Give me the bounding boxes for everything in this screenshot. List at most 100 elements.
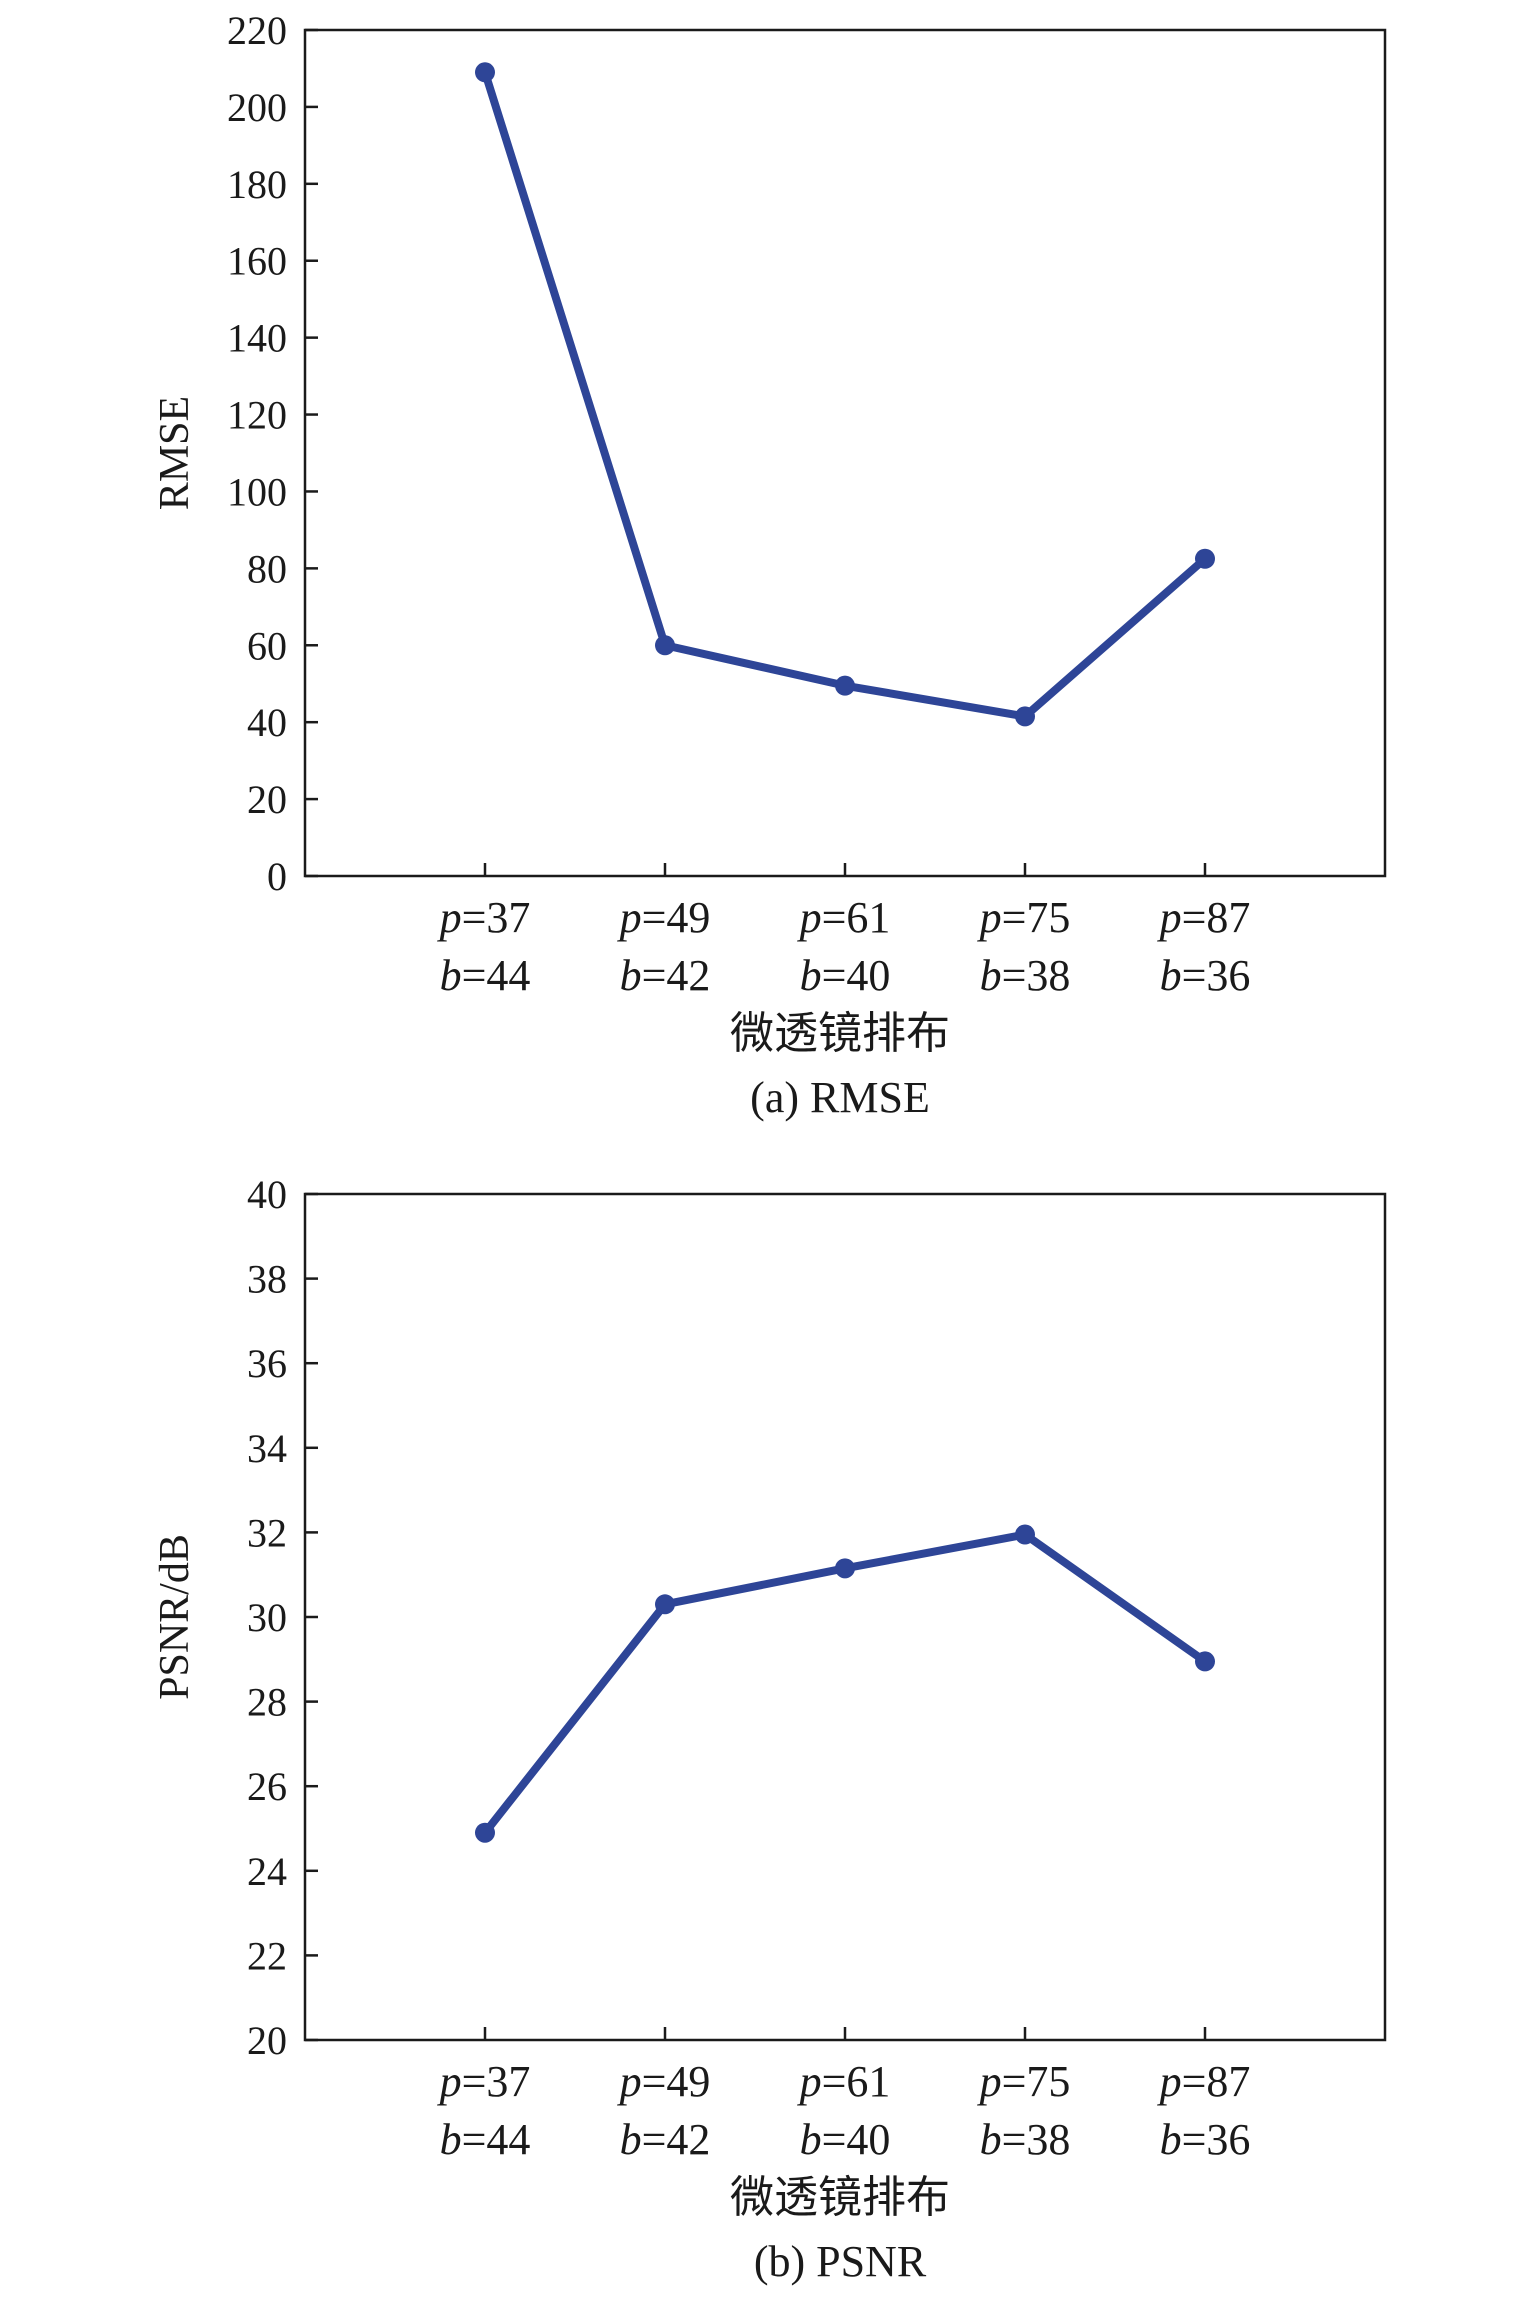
- y-axis-label: PSNR/dB: [152, 1534, 198, 1700]
- x-tick-label-p: p=75: [977, 893, 1071, 942]
- x-tick-label-b: b=44: [440, 951, 531, 1000]
- y-tick-label: 120: [227, 393, 287, 438]
- plot-frame: [303, 1192, 1387, 2042]
- y-tick-label: 100: [227, 469, 287, 514]
- p-value: =87: [1182, 2057, 1251, 2106]
- x-tick-label-b: b=40: [800, 2115, 891, 2164]
- b-value: =40: [822, 2115, 891, 2164]
- b-symbol: b: [440, 951, 462, 1000]
- x-tick-label-b: b=36: [1160, 2115, 1251, 2164]
- y-tick-label: 40: [247, 1172, 287, 1217]
- series-line: [481, 68, 1209, 721]
- x-tick-label-p: p=49: [617, 2057, 711, 2106]
- b-value: =36: [1182, 2115, 1251, 2164]
- y-tick-label: 28: [247, 1680, 287, 1725]
- y-tick-label: 180: [227, 162, 287, 207]
- p-symbol: p: [977, 2057, 1002, 2106]
- p-value: =37: [462, 893, 531, 942]
- y-tick-label: 60: [247, 623, 287, 668]
- x-tick-label-b: b=38: [980, 951, 1071, 1000]
- y-tick-label: 30: [247, 1595, 287, 1640]
- b-symbol: b: [620, 2115, 642, 2164]
- x-tick-label-b: b=42: [620, 2115, 711, 2164]
- x-tick-label-p: p=37: [437, 2057, 531, 2106]
- b-value: =38: [1002, 2115, 1071, 2164]
- chart-caption: (b) PSNR: [754, 2237, 927, 2286]
- chart-1: 020406080100120140160180200220p=37b=44p=…: [152, 8, 1387, 1122]
- p-value: =75: [1002, 893, 1071, 942]
- data-point: [1015, 706, 1035, 727]
- data-point: [475, 1822, 495, 1843]
- p-symbol: p: [617, 893, 642, 942]
- x-tick-label-p: p=49: [617, 893, 711, 942]
- x-tick-label-b: b=44: [440, 2115, 531, 2164]
- x-tick-label-p: p=61: [797, 893, 891, 942]
- y-tick-label: 200: [227, 85, 287, 130]
- data-point: [475, 62, 495, 83]
- data-point: [1195, 548, 1215, 569]
- y-tick-label: 220: [227, 8, 287, 53]
- b-symbol: b: [980, 2115, 1002, 2164]
- y-tick-label: 38: [247, 1257, 287, 1302]
- y-tick-label: 140: [227, 316, 287, 361]
- plot-frame: [303, 28, 1387, 878]
- x-tick-label-b: b=40: [800, 951, 891, 1000]
- p-symbol: p: [437, 893, 462, 942]
- x-tick-label-p: p=75: [977, 2057, 1071, 2106]
- x-tick-label-p: p=37: [437, 893, 531, 942]
- p-symbol: p: [1157, 2057, 1182, 2106]
- p-value: =75: [1002, 2057, 1071, 2106]
- y-tick-label: 22: [247, 1933, 287, 1978]
- y-tick-label: 40: [247, 700, 287, 745]
- p-symbol: p: [977, 893, 1002, 942]
- y-tick-label: 34: [247, 1426, 287, 1471]
- p-value: =37: [462, 2057, 531, 2106]
- y-tick-label: 20: [247, 777, 287, 822]
- b-value: =38: [1002, 951, 1071, 1000]
- data-point: [655, 1594, 675, 1615]
- p-value: =61: [822, 2057, 891, 2106]
- y-tick-label: 20: [247, 2018, 287, 2063]
- x-axis-label: 微透镜排布: [730, 2172, 950, 2223]
- p-value: =49: [642, 893, 711, 942]
- x-tick-label-p: p=87: [1157, 2057, 1251, 2106]
- b-symbol: b: [620, 951, 642, 1000]
- b-value: =42: [642, 951, 711, 1000]
- data-point: [1015, 1524, 1035, 1545]
- y-tick-label: 36: [247, 1341, 287, 1386]
- b-symbol: b: [800, 2115, 822, 2164]
- y-axis-label: RMSE: [152, 396, 198, 510]
- data-point: [835, 1558, 855, 1579]
- y-tick-label: 26: [247, 1764, 287, 1809]
- b-value: =42: [642, 2115, 711, 2164]
- b-value: =36: [1182, 951, 1251, 1000]
- chart-2: 2022242628303234363840p=37b=44p=49b=42p=…: [152, 1172, 1387, 2286]
- x-tick-label-p: p=87: [1157, 893, 1251, 942]
- b-value: =40: [822, 951, 891, 1000]
- x-axis-label: 微透镜排布: [730, 1008, 950, 1059]
- y-tick-label: 160: [227, 239, 287, 284]
- b-value: =44: [462, 951, 531, 1000]
- b-value: =44: [462, 2115, 531, 2164]
- x-tick-label-p: p=61: [797, 2057, 891, 2106]
- p-value: =87: [1182, 893, 1251, 942]
- b-symbol: b: [440, 2115, 462, 2164]
- x-tick-label-b: b=36: [1160, 951, 1251, 1000]
- chart-caption: (a) RMSE: [750, 1073, 930, 1122]
- p-symbol: p: [797, 893, 822, 942]
- x-tick-label-b: b=42: [620, 951, 711, 1000]
- y-tick-label: 32: [247, 1510, 287, 1555]
- data-point: [655, 635, 675, 656]
- p-symbol: p: [797, 2057, 822, 2106]
- y-tick-label: 0: [267, 854, 287, 899]
- series-line: [481, 1530, 1209, 1837]
- p-symbol: p: [617, 2057, 642, 2106]
- data-point: [835, 675, 855, 696]
- b-symbol: b: [1160, 2115, 1182, 2164]
- x-tick-label-b: b=38: [980, 2115, 1071, 2164]
- p-value: =49: [642, 2057, 711, 2106]
- b-symbol: b: [980, 951, 1002, 1000]
- p-symbol: p: [1157, 893, 1182, 942]
- b-symbol: b: [800, 951, 822, 1000]
